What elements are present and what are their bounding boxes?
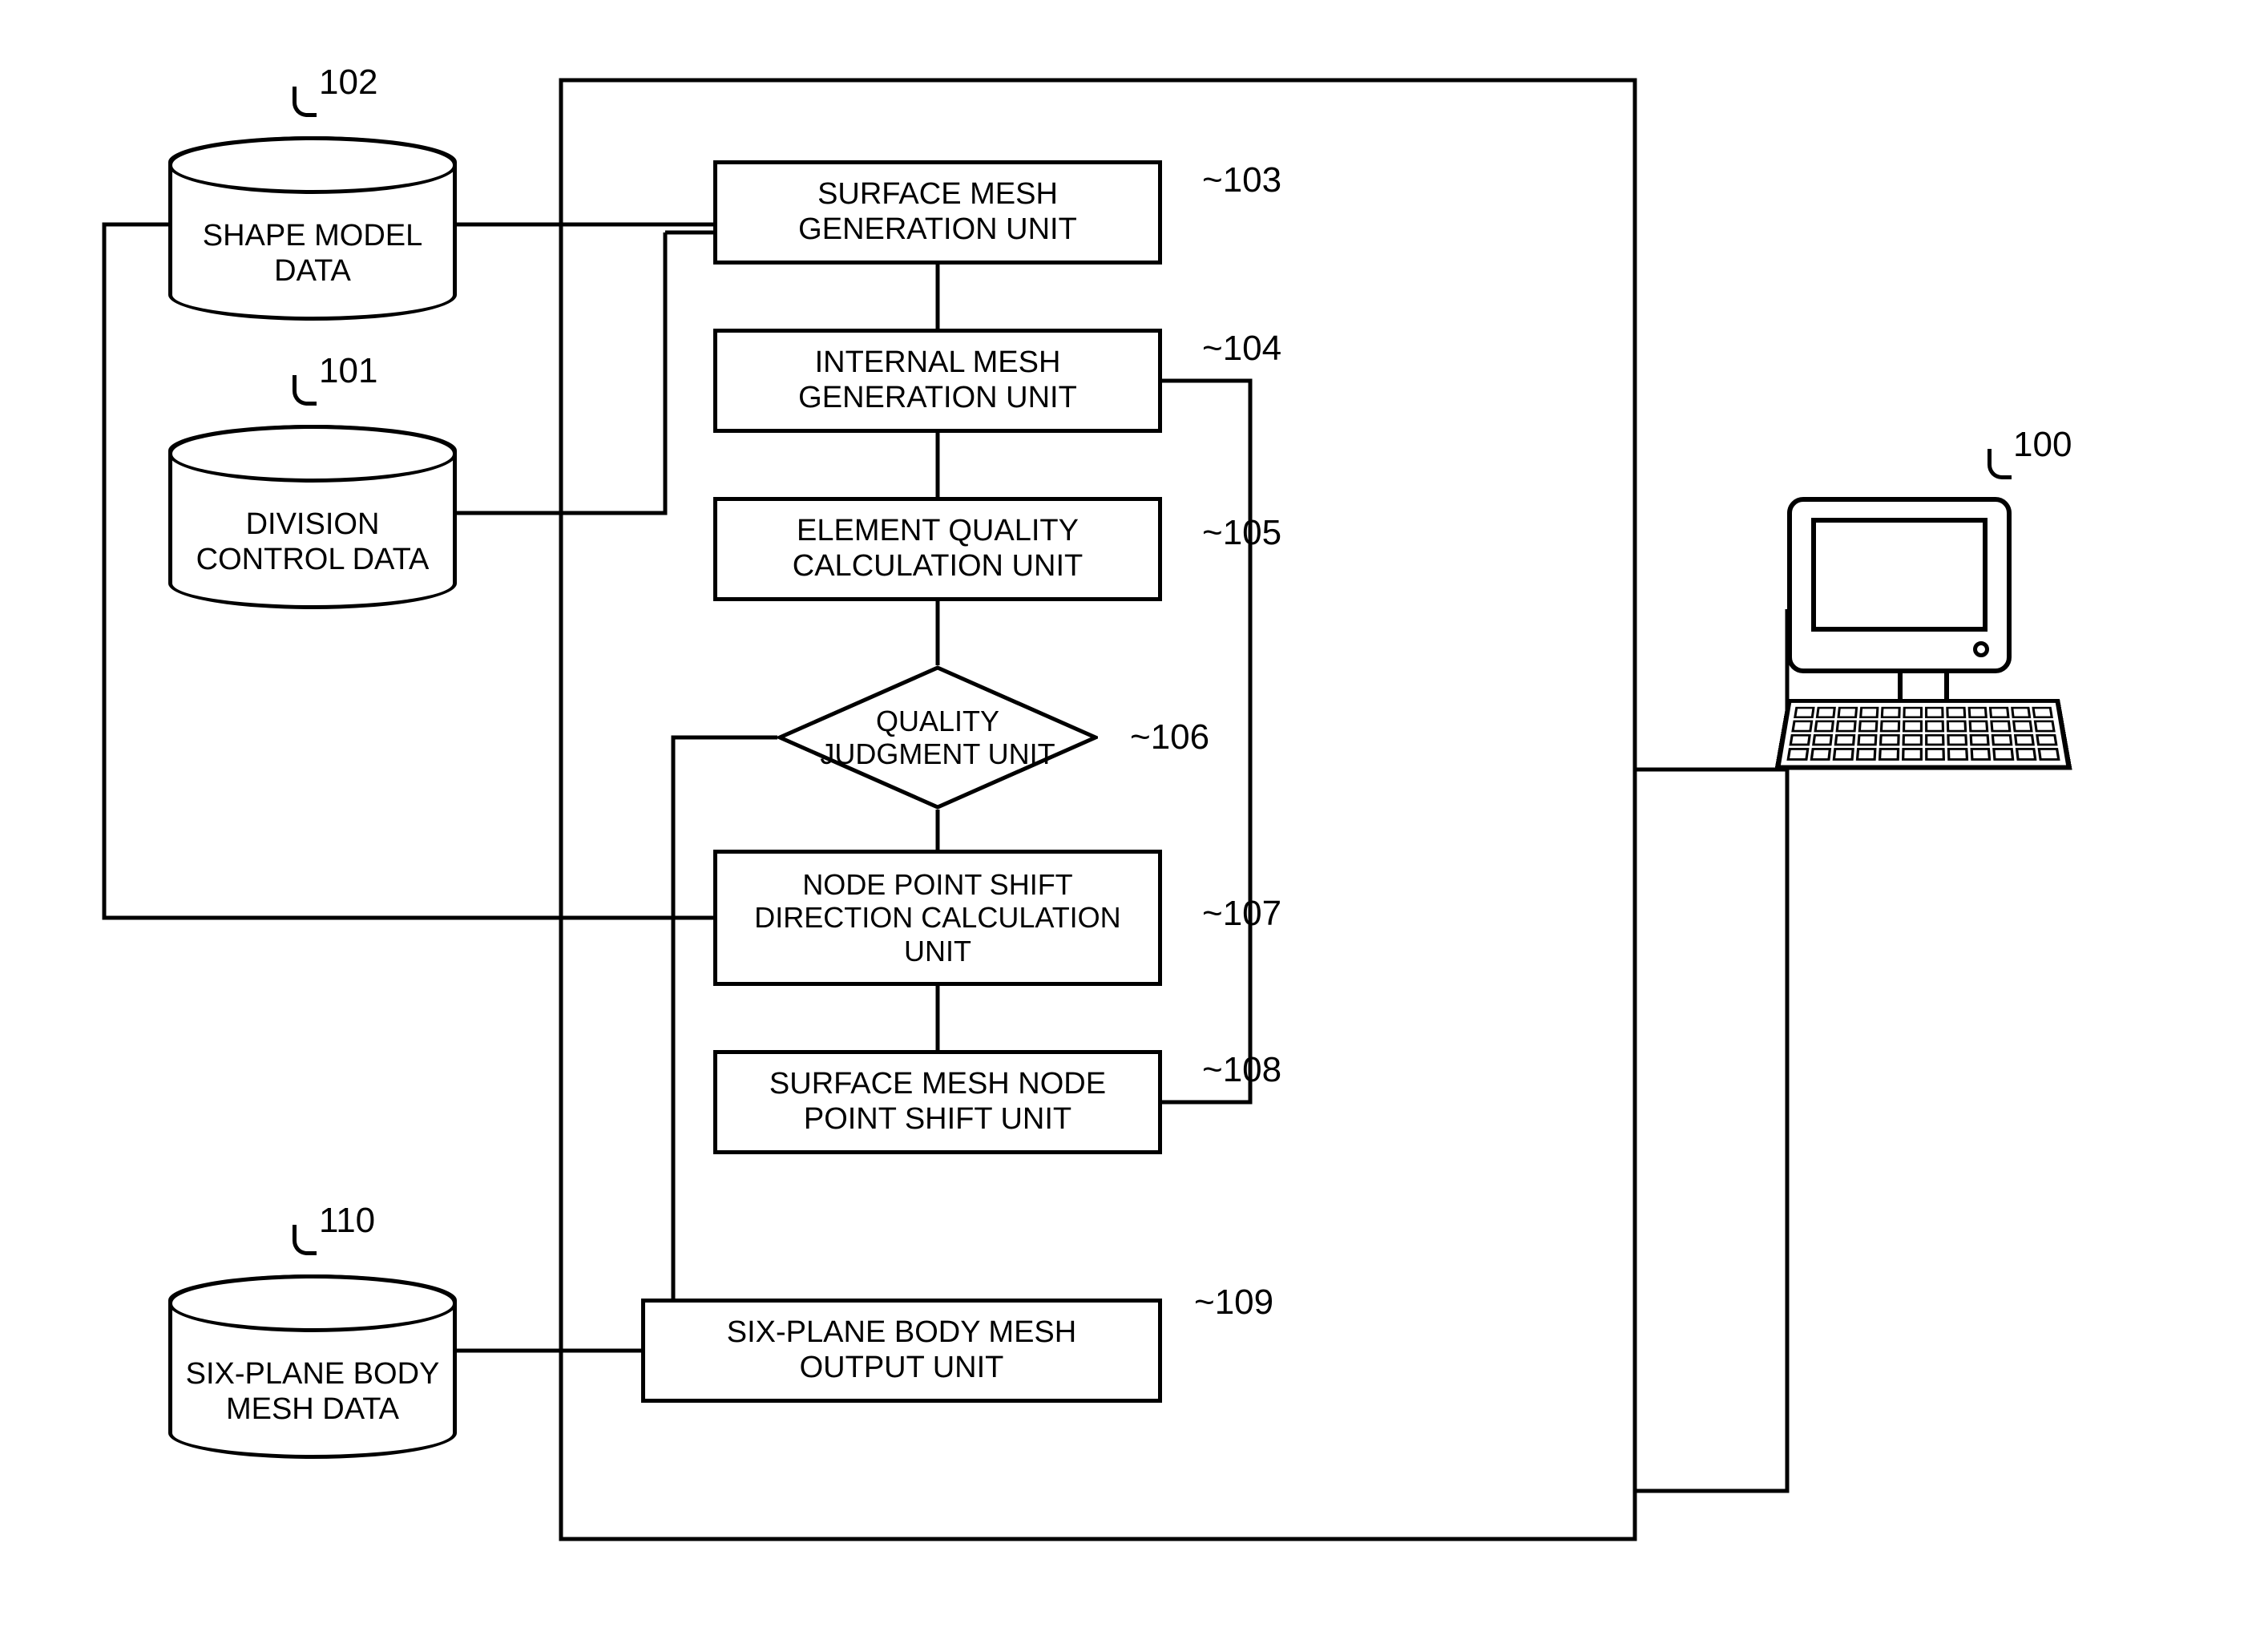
cylinder-division-control-data: DIVISIONCONTROL DATA [168, 425, 457, 609]
shape-model-label: SHAPE MODELDATA [203, 219, 423, 289]
ref-103: ~103 [1202, 160, 1281, 200]
ref-tick [1988, 449, 2012, 479]
ref-101: 101 [319, 351, 377, 391]
ref-104: ~104 [1202, 329, 1281, 369]
box-surface-node-shift: SURFACE MESH NODEPOINT SHIFT UNIT [713, 1050, 1162, 1154]
diagram-canvas: SHAPE MODELDATA 102 DIVISIONCONTROL DATA… [0, 0, 2268, 1644]
ref-tick [293, 1225, 317, 1255]
ref-tick [293, 87, 317, 117]
element-quality-label: ELEMENT QUALITYCALCULATION UNIT [793, 514, 1083, 584]
ref-108: ~108 [1202, 1050, 1281, 1090]
ref-105: ~105 [1202, 513, 1281, 553]
division-control-label: DIVISIONCONTROL DATA [196, 507, 430, 577]
box-element-quality-calc: ELEMENT QUALITYCALCULATION UNIT [713, 497, 1162, 601]
computer-icon [1787, 497, 2060, 779]
ref-100: 100 [2013, 425, 2072, 465]
surface-node-shift-label: SURFACE MESH NODEPOINT SHIFT UNIT [769, 1067, 1106, 1137]
ref-107: ~107 [1202, 894, 1281, 934]
cylinder-six-plane-mesh-data: SIX-PLANE BODYMESH DATA [168, 1274, 457, 1459]
box-node-shift-dir-calc: NODE POINT SHIFTDIRECTION CALCULATIONUNI… [713, 850, 1162, 986]
box-internal-mesh-gen: INTERNAL MESHGENERATION UNIT [713, 329, 1162, 433]
diamond-quality-judgment: QUALITYJUDGMENT UNIT [777, 665, 1098, 810]
ref-tick [293, 375, 317, 406]
ref-109: ~109 [1194, 1282, 1273, 1323]
six-plane-data-label: SIX-PLANE BODYMESH DATA [186, 1357, 440, 1427]
six-plane-output-label: SIX-PLANE BODY MESHOUTPUT UNIT [727, 1315, 1076, 1385]
cylinder-shape-model-data: SHAPE MODELDATA [168, 136, 457, 321]
quality-judgment-label: QUALITYJUDGMENT UNIT [820, 705, 1055, 771]
ref-106: ~106 [1130, 717, 1209, 757]
box-surface-mesh-gen: SURFACE MESHGENERATION UNIT [713, 160, 1162, 265]
internal-mesh-gen-label: INTERNAL MESHGENERATION UNIT [798, 345, 1077, 415]
ref-102: 102 [319, 63, 377, 103]
box-six-plane-output: SIX-PLANE BODY MESHOUTPUT UNIT [641, 1299, 1162, 1403]
ref-110: 110 [319, 1201, 375, 1241]
node-shift-dir-label: NODE POINT SHIFTDIRECTION CALCULATIONUNI… [754, 868, 1120, 967]
surface-mesh-gen-label: SURFACE MESHGENERATION UNIT [798, 177, 1077, 247]
